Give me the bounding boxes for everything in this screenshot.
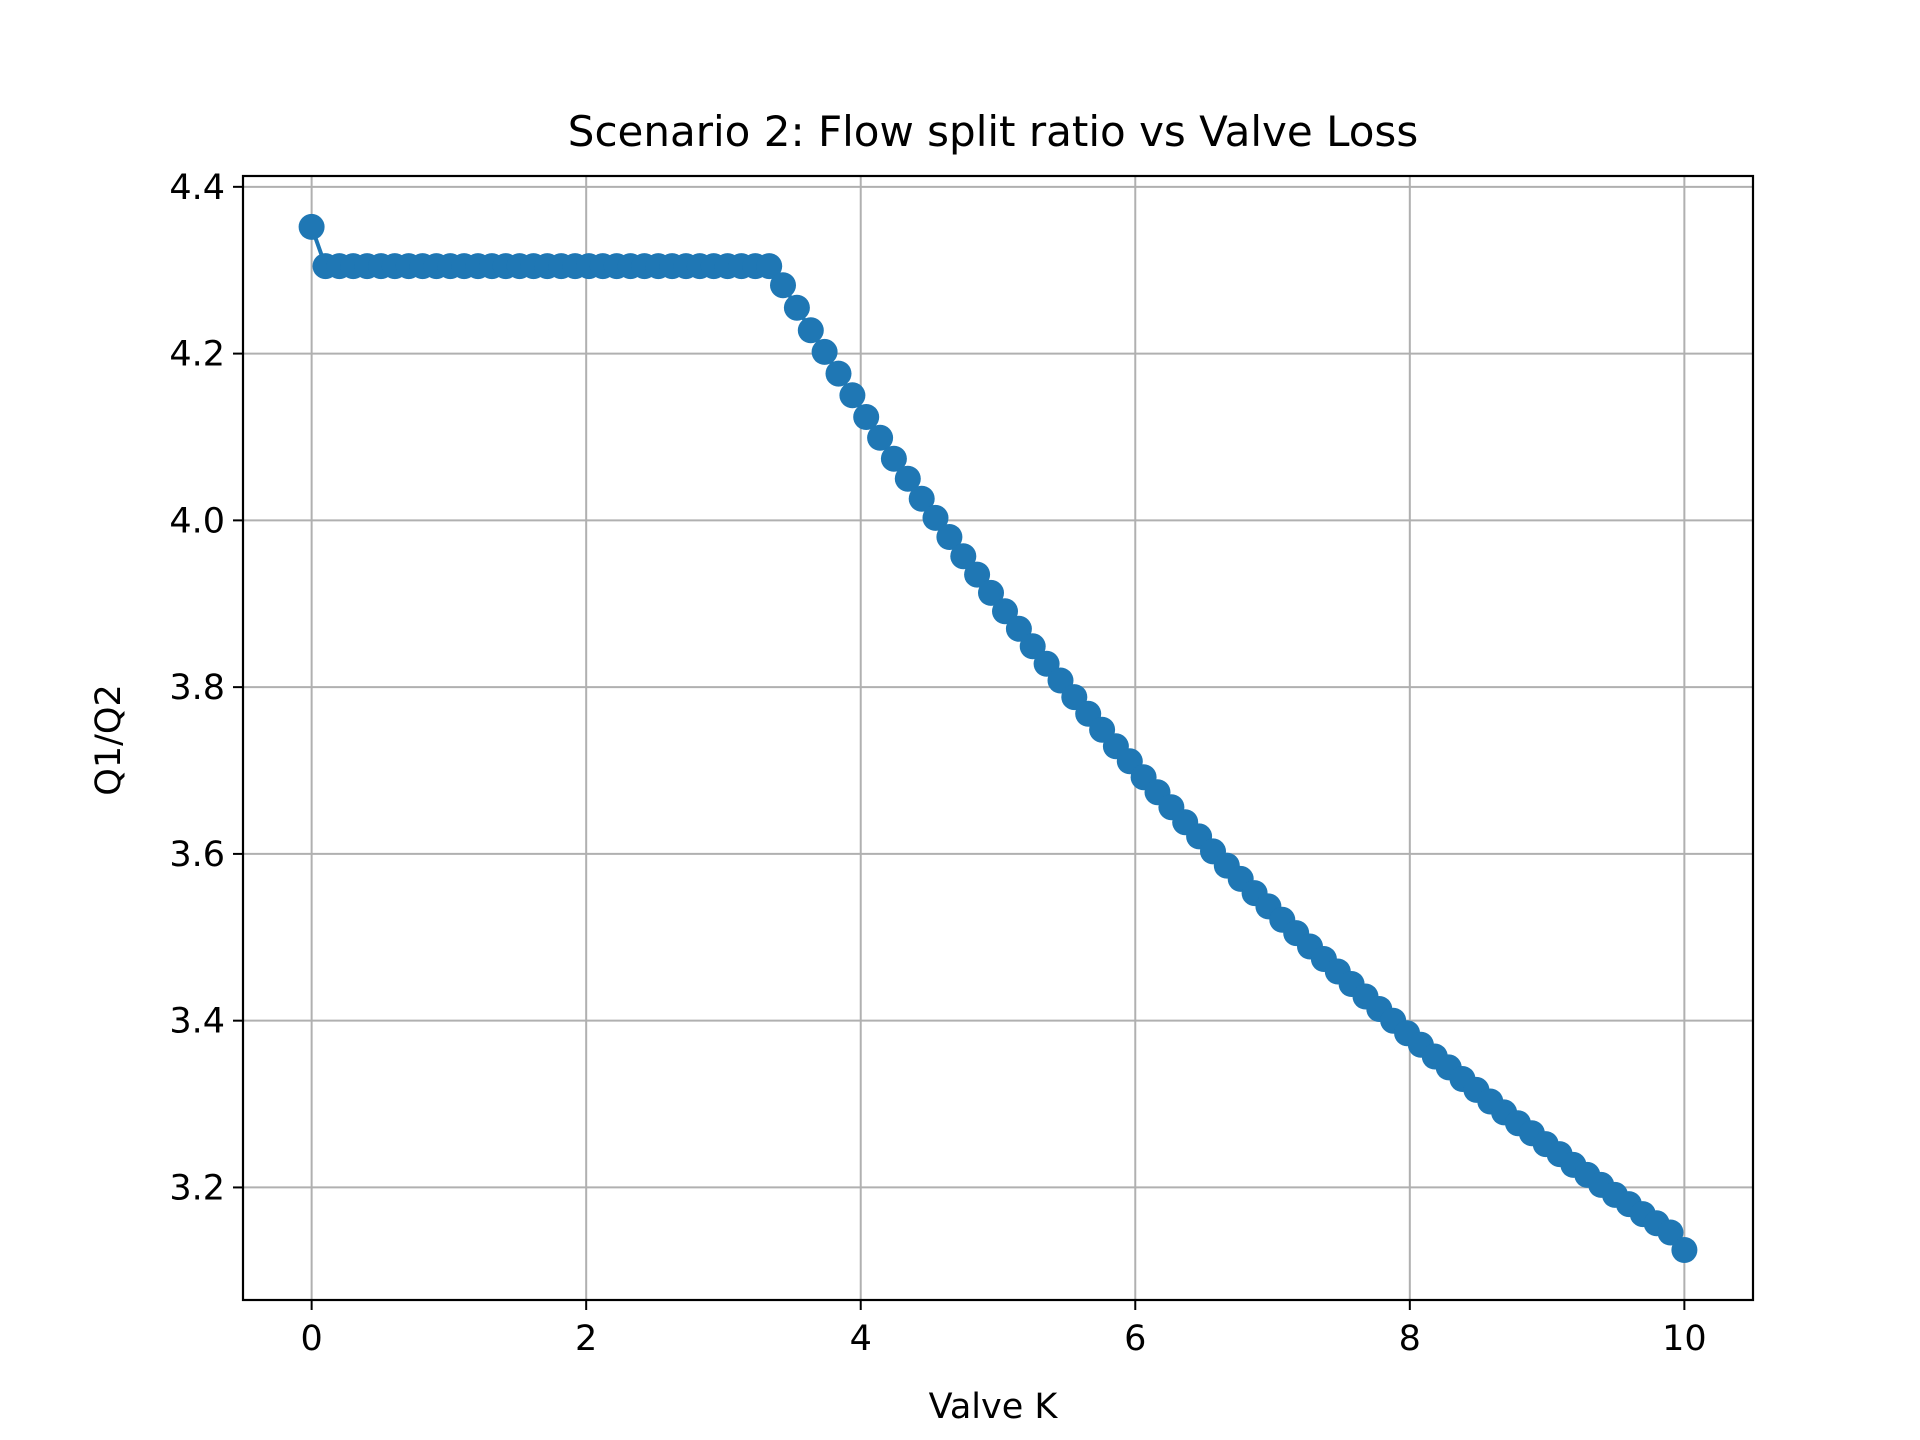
data-point [992,598,1018,625]
data-point [908,485,935,512]
data-point [1657,1219,1684,1246]
data-point [950,543,977,570]
x-tick-label: 0 [300,1319,322,1359]
x-axis-label: Valve K [929,1387,1059,1427]
data-point [839,382,866,409]
data-point [1005,615,1032,642]
y-tick-label: 3.8 [169,668,225,708]
x-tick-label: 2 [575,1319,597,1359]
data-point [797,317,824,344]
x-tick-label: 6 [1124,1319,1146,1359]
y-tick-label: 4.0 [169,501,225,541]
y-tick-label: 4.4 [169,168,225,208]
y-tick-label: 3.6 [169,835,225,875]
x-tick-label: 4 [850,1319,872,1359]
grid-lines [243,176,1753,1300]
y-tick-label: 3.4 [169,1002,225,1042]
x-tick-label: 8 [1399,1319,1421,1359]
chart-title: Scenario 2: Flow split ratio vs Valve Lo… [568,107,1418,156]
data-point [880,445,907,472]
plot-area-frame [241,174,1755,1302]
data-point [825,360,852,387]
data-point [770,272,796,299]
data-point [1671,1237,1698,1263]
data-point [978,579,1004,606]
x-tick-label: 10 [1662,1319,1707,1359]
data-point [1019,633,1046,660]
data-point [756,253,783,280]
data-point [964,561,991,588]
data-point [894,465,921,492]
data-point [936,524,963,550]
data-series [298,213,1698,1263]
data-point [853,404,880,430]
y-tick-label: 4.2 [169,335,225,375]
data-point [811,338,838,365]
data-point [922,504,949,531]
data-point [298,213,325,240]
data-point [867,424,894,451]
y-tick-label: 3.2 [169,1168,225,1208]
axis-ticks: 0 2 4 6 8 10 3.2 3.4 3.6 3.8 4.0 4.2 4.4 [169,168,1706,1359]
y-axis-label: Q1/Q2 [89,684,129,795]
data-point [783,294,810,321]
